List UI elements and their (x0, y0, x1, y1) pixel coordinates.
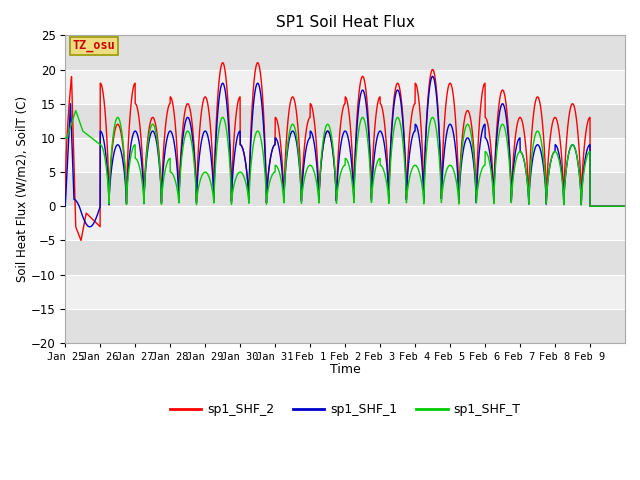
Text: TZ_osu: TZ_osu (72, 39, 115, 52)
Bar (65, 240, 625, 275)
Bar (65, 309, 625, 343)
Y-axis label: Soil Heat Flux (W/m2), SoilT (C): Soil Heat Flux (W/m2), SoilT (C) (15, 96, 28, 282)
Bar (65, 275, 625, 309)
Bar (65, 104, 625, 138)
Bar (65, 206, 625, 240)
Bar (65, 36, 625, 70)
X-axis label: Time: Time (330, 363, 360, 376)
Bar (65, 138, 625, 172)
Legend: sp1_SHF_2, sp1_SHF_1, sp1_SHF_T: sp1_SHF_2, sp1_SHF_1, sp1_SHF_T (164, 398, 525, 421)
Bar (65, 70, 625, 104)
Title: SP1 Soil Heat Flux: SP1 Soil Heat Flux (276, 15, 415, 30)
Bar (65, 172, 625, 206)
